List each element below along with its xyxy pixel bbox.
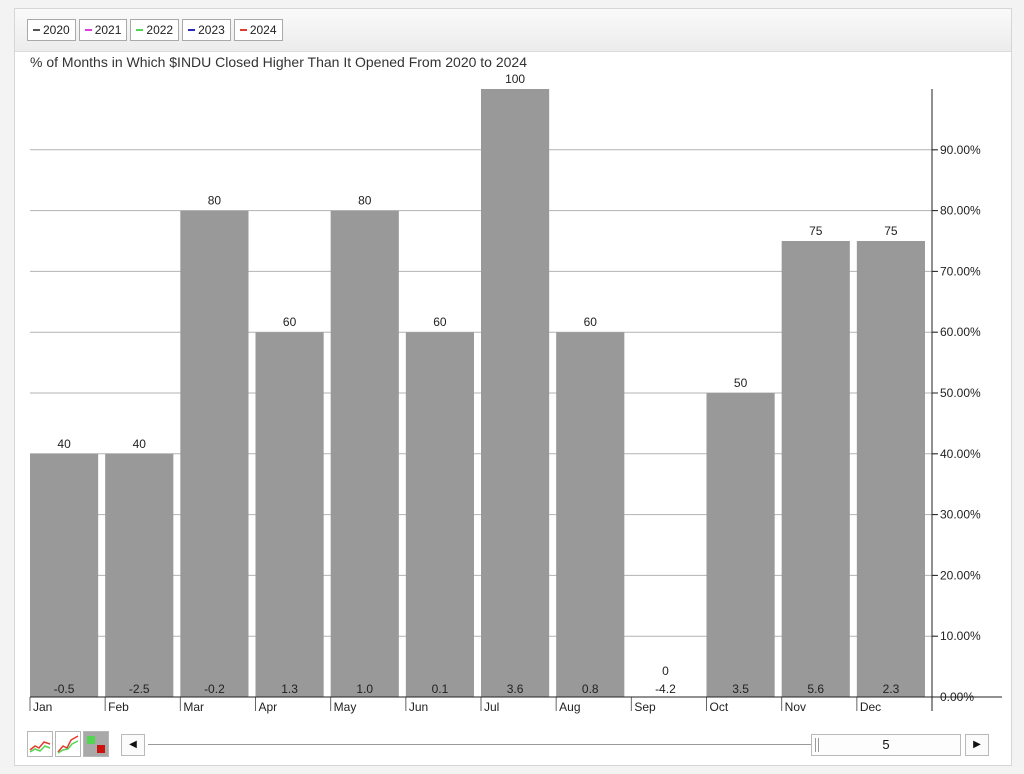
bar-change-label: 3.5 bbox=[732, 682, 749, 696]
x-tick-label: Feb bbox=[108, 700, 129, 714]
x-tick-label: Jul bbox=[484, 700, 499, 714]
bar-change-label: -4.2 bbox=[655, 682, 676, 696]
bar bbox=[255, 332, 324, 697]
legend-label: 2022 bbox=[146, 23, 174, 37]
bar-change-label: 0.8 bbox=[582, 682, 599, 696]
chart-title: % of Months in Which $INDU Closed Higher… bbox=[30, 54, 527, 70]
bar-value-label: 60 bbox=[433, 315, 447, 329]
bar-chart-icon[interactable] bbox=[83, 731, 109, 757]
bar-change-label: 0.1 bbox=[432, 682, 449, 696]
x-tick-label: Jun bbox=[409, 700, 428, 714]
y-tick-label: 10.00% bbox=[940, 629, 981, 643]
legend-swatch-icon bbox=[136, 29, 144, 31]
years-value: 5 bbox=[882, 737, 890, 752]
x-tick-label: Nov bbox=[785, 700, 806, 714]
bar-value-label: 80 bbox=[358, 194, 372, 208]
legend-item-2020[interactable]: 2020 bbox=[27, 19, 76, 41]
bar-value-label: 80 bbox=[208, 194, 222, 208]
bar-change-label: -2.5 bbox=[129, 682, 150, 696]
bar bbox=[330, 210, 399, 697]
legend-item-2023[interactable]: 2023 bbox=[182, 19, 231, 41]
bar-change-label: -0.5 bbox=[54, 682, 75, 696]
legend-bar: 2020 2021 2022 2023 2024 bbox=[15, 9, 1011, 52]
bar bbox=[856, 241, 925, 697]
y-tick-label: 90.00% bbox=[940, 143, 981, 157]
years-slider-thumb[interactable]: 5 bbox=[811, 734, 961, 756]
chart-panel: 2020 2021 2022 2023 2024 % of Months in Whic… bbox=[14, 8, 1012, 766]
bar bbox=[481, 89, 550, 697]
bar-change-label: 2.3 bbox=[883, 682, 900, 696]
bar-value-label: 0 bbox=[662, 664, 669, 678]
y-tick-label: 40.00% bbox=[940, 447, 981, 461]
legend-label: 2023 bbox=[198, 23, 225, 37]
y-tick-label: 80.00% bbox=[940, 204, 981, 218]
bar-value-label: 40 bbox=[133, 437, 147, 451]
legend-item-2024[interactable]: 2024 bbox=[233, 19, 283, 41]
bar-chart: 0.00%10.00%20.00%30.00%40.00%50.00%60.00… bbox=[29, 72, 1002, 714]
bar bbox=[105, 453, 174, 697]
x-tick-label: May bbox=[334, 700, 357, 714]
bar-change-label: 1.0 bbox=[356, 682, 373, 696]
x-tick-label: Oct bbox=[710, 700, 729, 714]
bar-change-label: -0.2 bbox=[204, 682, 225, 696]
grip-icon bbox=[815, 738, 819, 752]
x-tick-label: Sep bbox=[634, 700, 656, 714]
bar-change-label: 3.6 bbox=[507, 682, 524, 696]
legend-item-2022[interactable]: 2022 bbox=[130, 19, 180, 41]
y-tick-label: 60.00% bbox=[940, 325, 981, 339]
seasonal-line-icon[interactable] bbox=[55, 731, 81, 757]
line-chart-icon[interactable] bbox=[27, 731, 53, 757]
legend-swatch-icon bbox=[239, 29, 247, 31]
legend-label: 2020 bbox=[43, 23, 70, 37]
bar-value-label: 100 bbox=[505, 72, 525, 86]
legend: 2020 2021 2022 2023 2024 bbox=[27, 19, 283, 41]
bar bbox=[405, 332, 474, 697]
bar-change-label: 1.3 bbox=[281, 682, 298, 696]
scroll-right-button[interactable]: ▶ bbox=[965, 734, 989, 756]
bar-change-label: 5.6 bbox=[807, 682, 824, 696]
bar-value-label: 60 bbox=[584, 315, 598, 329]
legend-swatch-icon bbox=[84, 29, 92, 31]
legend-label: 2024 bbox=[249, 23, 277, 37]
x-tick-label: Aug bbox=[559, 700, 580, 714]
x-tick-label: Jan bbox=[33, 700, 52, 714]
bar-value-label: 75 bbox=[809, 224, 823, 238]
legend-item-2021[interactable]: 2021 bbox=[78, 19, 128, 41]
y-tick-label: 70.00% bbox=[940, 264, 981, 278]
x-tick-label: Dec bbox=[860, 700, 881, 714]
x-tick-label: Apr bbox=[259, 700, 278, 714]
bar bbox=[30, 453, 99, 697]
bar-value-label: 50 bbox=[734, 376, 748, 390]
scroll-left-button[interactable]: ◀ bbox=[121, 734, 145, 756]
y-tick-label: 20.00% bbox=[940, 568, 981, 582]
bar-value-label: 40 bbox=[57, 437, 71, 451]
y-tick-label: 30.00% bbox=[940, 508, 981, 522]
bar-value-label: 75 bbox=[884, 224, 898, 238]
chart-controls: ◀ 5 ▶ bbox=[15, 727, 1011, 767]
bar bbox=[556, 332, 625, 697]
x-tick-label: Mar bbox=[183, 700, 204, 714]
bar bbox=[706, 393, 775, 697]
bar-value-label: 60 bbox=[283, 315, 297, 329]
y-tick-label: 50.00% bbox=[940, 386, 981, 400]
legend-swatch-icon bbox=[188, 29, 196, 31]
bar bbox=[180, 210, 249, 697]
legend-swatch-icon bbox=[33, 29, 40, 31]
legend-label: 2021 bbox=[94, 23, 122, 37]
bar bbox=[781, 241, 850, 697]
scroll-track[interactable] bbox=[148, 744, 813, 745]
